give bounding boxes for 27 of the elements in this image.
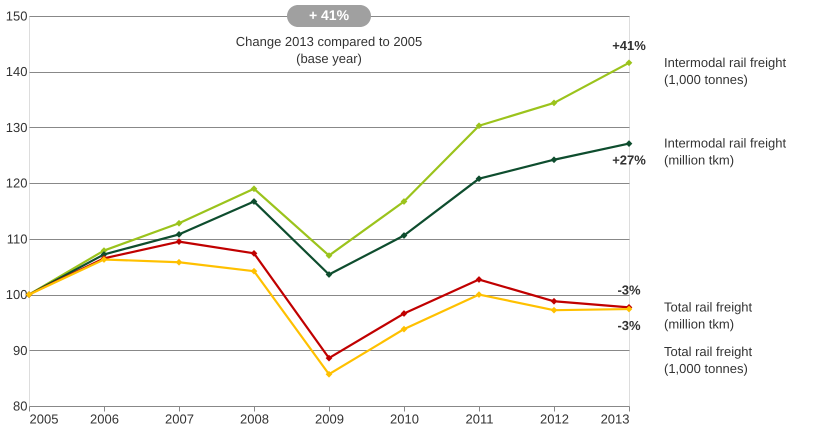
y-tick-label: 130 [6, 120, 28, 135]
y-tick-label: 90 [13, 342, 28, 358]
annotation: -3% [617, 282, 641, 298]
text: Total rail freight (1,000 tonnes) [664, 344, 753, 376]
annotation: -3% [617, 318, 641, 334]
x-tick-label: 2010 [390, 412, 419, 426]
x-tick-label: 2013 [600, 412, 630, 426]
x-tick-label: 2008 [240, 412, 269, 426]
y-tick-label: 140 [6, 64, 28, 80]
x-tick-label: 2012 [540, 412, 569, 426]
y-tick-label: 100 [6, 287, 28, 302]
y-tick-label: 150 [6, 8, 28, 24]
x-tick-label: 2007 [165, 412, 194, 426]
x-tick-label: 2011 [466, 412, 494, 426]
annotation: +41% [612, 38, 646, 53]
annotation: Change 2013 compared to 2005 (base year) [236, 34, 422, 66]
annotation: + 41% [308, 7, 350, 23]
x-tick-label: 2005 [30, 412, 58, 426]
text: Intermodal rail freight (million tkm) [664, 136, 786, 168]
x-tick-label: 2006 [90, 412, 119, 426]
y-tick-label: 120 [6, 176, 28, 191]
y-tick-label: 110 [6, 231, 28, 246]
x-tick-label: 2009 [315, 412, 344, 426]
text: Total rail freight (million tkm) [664, 299, 753, 332]
y-tick-label: 80 [13, 398, 28, 414]
text: Intermodal rail freight (1,000 tonnes) [664, 54, 786, 87]
annotation: +27% [612, 152, 646, 168]
